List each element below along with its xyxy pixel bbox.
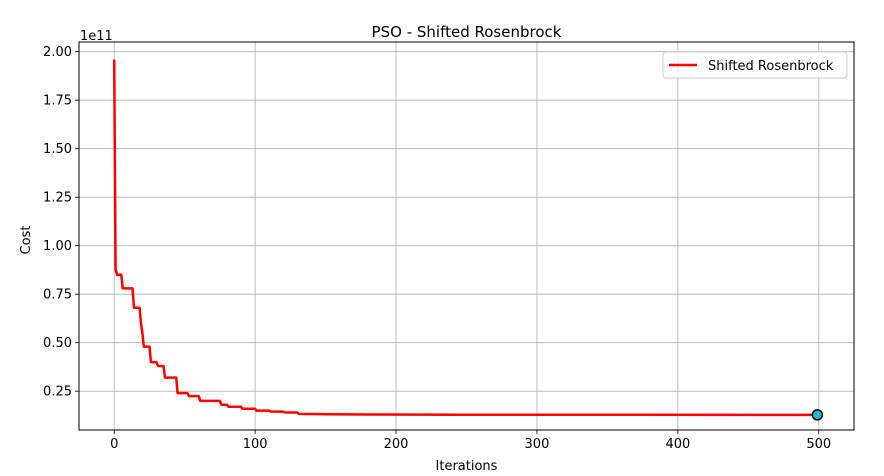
- y-scale-label: 1e11: [80, 29, 113, 44]
- x-axis-label: Iterations: [436, 459, 498, 474]
- y-tick-label: 0.75: [43, 288, 72, 303]
- x-tick-label: 300: [525, 437, 550, 452]
- y-axis: 0.25 0.50 0.75 1.00 1.25 1.50 1.75 2.00: [43, 45, 79, 400]
- x-tick-label: 200: [384, 437, 409, 452]
- y-tick-label: 0.50: [43, 336, 72, 351]
- series-line: [112, 59, 818, 417]
- series-layer: [112, 59, 824, 421]
- grid: [79, 42, 854, 430]
- plot-area: [79, 42, 854, 430]
- x-tick-label: 0: [110, 437, 118, 452]
- x-axis: 0 100 200 300 400 500: [110, 430, 831, 452]
- legend-label: Shifted Rosenbrock: [708, 59, 834, 74]
- x-tick-label: 400: [665, 437, 690, 452]
- legend: Shifted Rosenbrock: [662, 51, 848, 79]
- y-tick-label: 1.00: [43, 239, 72, 254]
- chart-title: PSO - Shifted Rosenbrock: [372, 23, 562, 41]
- x-tick-label: 500: [806, 437, 831, 452]
- y-tick-label: 1.50: [43, 142, 72, 157]
- legend-box: [662, 51, 848, 79]
- y-tick-label: 2.00: [43, 45, 72, 60]
- x-tick-label: 100: [243, 437, 268, 452]
- y-tick-label: 1.75: [43, 94, 72, 109]
- y-tick-label: 0.25: [43, 385, 72, 400]
- y-tick-label: 1.25: [43, 191, 72, 206]
- y-axis-label: Cost: [19, 226, 34, 255]
- plot-frame: [78, 41, 855, 431]
- final-point-marker: [811, 409, 824, 421]
